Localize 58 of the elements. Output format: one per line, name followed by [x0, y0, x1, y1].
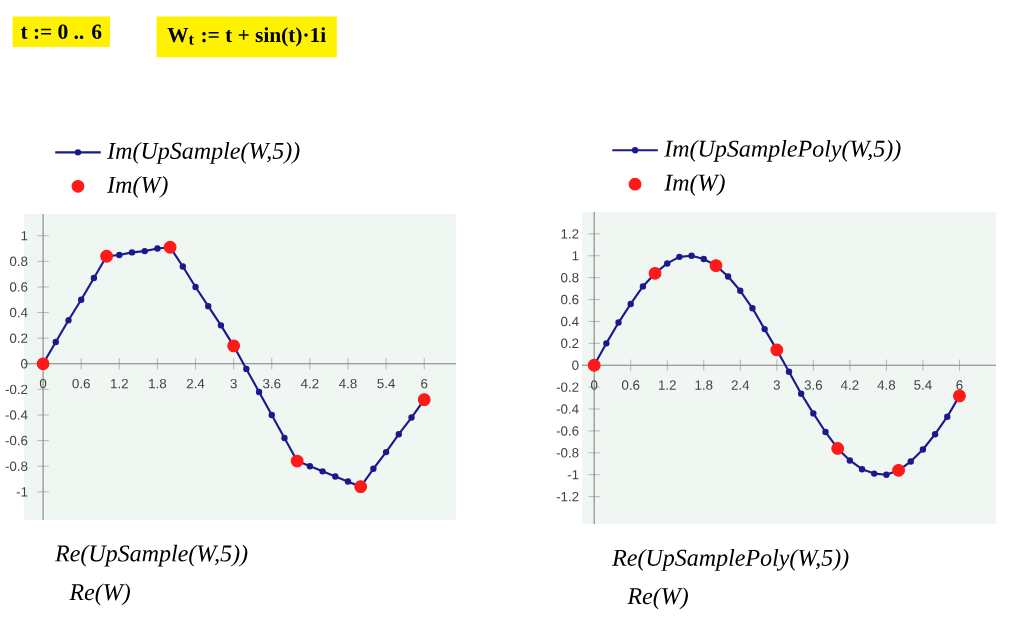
- point: [871, 470, 878, 477]
- point: [243, 365, 250, 373]
- point: [268, 411, 275, 419]
- legend-label: Im(UpSample(W,5)): [107, 142, 300, 164]
- point: [785, 368, 793, 376]
- point: [761, 325, 768, 333]
- point: [615, 319, 622, 326]
- point: [749, 305, 756, 312]
- point: [205, 302, 212, 310]
- point: [217, 322, 225, 329]
- point: [944, 413, 951, 420]
- point: [931, 431, 939, 438]
- point: [77, 296, 85, 303]
- point: [664, 260, 671, 267]
- point: [603, 340, 610, 347]
- point: [141, 247, 148, 255]
- point: [639, 283, 647, 290]
- chart-subtitle: W$_{t}$ := t + sin(t)·1i: [167, 27, 326, 47]
- point: [255, 388, 263, 396]
- point: [724, 273, 732, 280]
- text: Re(W): [627, 587, 688, 610]
- legend-label: Im(W): [664, 173, 725, 196]
- text: Re(W): [69, 583, 130, 606]
- x-axis-title: Re(UpSample(W,5)): [54, 544, 248, 567]
- point: [65, 317, 72, 324]
- point: [627, 300, 634, 308]
- point: [52, 338, 59, 346]
- point: [192, 283, 199, 291]
- point: [688, 252, 695, 259]
- point: [883, 471, 890, 478]
- point: [846, 457, 854, 464]
- legend-label: Im(UpSamplePoly(W,5)): [664, 139, 901, 162]
- point: [344, 478, 352, 485]
- point: [128, 249, 136, 256]
- point: [737, 287, 744, 294]
- point: [919, 446, 927, 453]
- point: [306, 463, 314, 470]
- legend-label: Im(W): [107, 176, 168, 198]
- point: [90, 274, 98, 282]
- point: [676, 253, 683, 261]
- point: [332, 473, 339, 480]
- point: [907, 458, 914, 465]
- point: [797, 390, 805, 397]
- point: [700, 255, 707, 263]
- point: [382, 448, 390, 456]
- point: [154, 245, 161, 252]
- point: [408, 414, 415, 421]
- point: [116, 251, 123, 259]
- x-axis-title: Re(UpSamplePoly(W,5)): [612, 549, 849, 571]
- chart-title: t := 0 .. 6: [20, 24, 102, 39]
- point: [858, 466, 866, 473]
- point: [281, 434, 288, 442]
- point: [395, 431, 403, 438]
- point: [810, 410, 817, 417]
- point: [370, 465, 377, 472]
- point: [179, 263, 187, 270]
- point: [319, 468, 326, 475]
- point: [822, 428, 829, 436]
